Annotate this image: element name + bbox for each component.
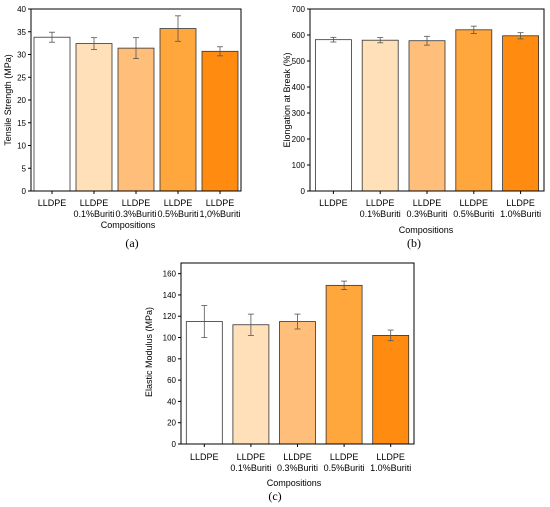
x-axis-title: Compositions [399, 225, 454, 235]
x-tick-label: LLDPE 0.3%Buriti [115, 198, 156, 219]
panel-label: (a) [125, 236, 138, 250]
x-axis-title: Compositions [267, 478, 322, 488]
y-tick-label: 0 [301, 187, 306, 196]
y-axis-title: Elongation at Break (%) [282, 52, 292, 147]
bar [408, 40, 446, 192]
x-tick-label: LLDPE 0.5%Buriti [324, 452, 365, 473]
y-tick-label: 500 [292, 57, 306, 66]
y-tick-label: 300 [292, 109, 306, 118]
elongation-at-break-chart: Elongation at Break (%) Compositions (b)… [282, 5, 545, 250]
panel-label: (b) [407, 236, 421, 250]
y-tick-label: 600 [292, 31, 306, 40]
bar [185, 321, 223, 445]
error-bar [49, 31, 55, 43]
error-bar [247, 313, 254, 336]
bar [361, 39, 399, 192]
bar [325, 284, 363, 445]
bar [75, 43, 113, 192]
tensile-strength-chart: Tensile Strength (MPa) Compositions (a) … [3, 5, 242, 250]
y-tick-label: 40 [17, 5, 26, 14]
bar [232, 324, 270, 445]
error-bar [217, 46, 223, 57]
x-tick-label: LLDPE 1,0%Buriti [199, 198, 240, 219]
bar [279, 321, 316, 445]
x-tick-label: LLDPE 0.5%Buriti [453, 198, 494, 219]
bar [201, 50, 239, 192]
y-tick-label: 100 [163, 334, 177, 343]
y-tick-label: 35 [17, 28, 26, 37]
error-bar [133, 37, 139, 59]
x-tick-label: LLDPE 0.3%Buriti [406, 198, 447, 219]
error-bar [517, 32, 524, 40]
bar [455, 29, 493, 192]
x-tick-label: LLDPE 0.5%Buriti [157, 198, 198, 219]
x-tick-label: LLDPE [38, 198, 67, 208]
y-tick-label: 60 [167, 376, 176, 385]
error-bar [294, 313, 301, 330]
y-tick-label: 30 [17, 51, 26, 60]
y-tick-label: 25 [17, 73, 26, 82]
y-tick-label: 80 [167, 355, 176, 364]
y-tick-label: 15 [17, 119, 26, 128]
y-tick-label: 100 [292, 161, 306, 170]
x-tick-label: LLDPE 1.0%Buriti [370, 452, 411, 473]
y-tick-label: 20 [17, 96, 26, 105]
error-bar [91, 37, 97, 50]
bar [372, 334, 410, 445]
y-axis-title: Tensile Strength (MPa) [3, 54, 13, 146]
bar [33, 36, 71, 192]
error-bar [387, 329, 394, 342]
bar [159, 28, 197, 192]
x-tick-label: LLDPE 0.1%Buriti [73, 198, 114, 219]
error-bar [175, 15, 181, 42]
error-bar [470, 25, 477, 34]
y-tick-label: 160 [163, 270, 177, 279]
y-tick-label: 200 [292, 135, 306, 144]
x-tick-label: LLDPE [190, 452, 219, 462]
y-tick-label: 0 [22, 187, 27, 196]
x-tick-label: LLDPE 0.3%Buriti [277, 452, 318, 473]
x-tick-label: LLDPE [319, 198, 348, 208]
x-tick-label: LLDPE 1.0%Buriti [500, 198, 541, 219]
x-axis-title: Compositions [101, 220, 156, 230]
y-tick-label: 700 [292, 5, 306, 14]
error-bar [377, 37, 384, 44]
bar [314, 39, 352, 192]
error-bar [424, 35, 430, 46]
y-axis-title: Elastic Modulus (MPa) [144, 307, 154, 397]
panel-label: (c) [268, 489, 281, 503]
error-bar [201, 305, 208, 338]
error-bar [341, 280, 348, 291]
y-tick-label: 10 [17, 142, 26, 151]
y-tick-label: 140 [163, 291, 177, 300]
elastic-modulus-chart: Elastic Modulus (MPa) Compositions (c) 0… [144, 262, 415, 503]
x-tick-label: LLDPE 0.1%Buriti [230, 452, 271, 473]
y-tick-label: 400 [292, 83, 306, 92]
x-tick-label: LLDPE 0.1%Buriti [360, 198, 401, 219]
error-bar [330, 36, 337, 43]
y-tick-label: 0 [172, 440, 177, 449]
y-tick-label: 20 [167, 419, 176, 428]
bar [502, 35, 540, 192]
y-tick-label: 40 [167, 397, 176, 406]
bar [117, 47, 155, 192]
y-tick-label: 5 [22, 164, 27, 173]
y-tick-label: 120 [163, 312, 177, 321]
